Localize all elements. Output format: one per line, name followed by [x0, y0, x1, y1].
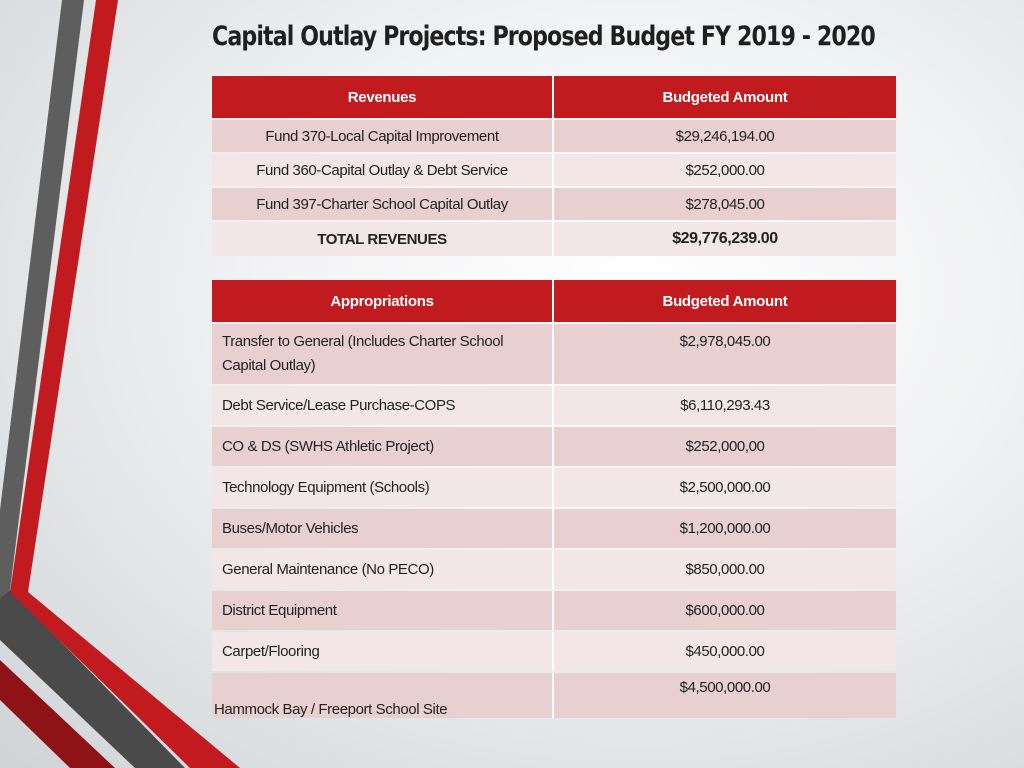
decorative-stripes	[0, 0, 240, 768]
table-row: District Equipment $600,000.00	[212, 591, 896, 630]
revenue-amount: $278,045.00	[554, 188, 896, 220]
table-row: Fund 370-Local Capital Improvement $29,2…	[212, 120, 896, 152]
dark-red-stripe-lower	[0, 660, 115, 768]
table-row: CO & DS (SWHS Athletic Project) $252,000…	[212, 427, 896, 466]
gray-stripe-lower	[0, 590, 185, 768]
revenue-amount: $29,246,194.00	[554, 120, 896, 152]
appropriations-table: Appropriations Budgeted Amount Transfer …	[212, 278, 896, 720]
gray-stripe-upper	[0, 0, 84, 598]
table-row: Fund 397-Charter School Capital Outlay $…	[212, 188, 896, 220]
appropriations-header-label: Appropriations	[212, 280, 554, 322]
appropriation-amount: $850,000.00	[554, 550, 896, 589]
revenues-table: Revenues Budgeted Amount Fund 370-Local …	[212, 74, 896, 258]
table-row: General Maintenance (No PECO) $850,000.0…	[212, 550, 896, 589]
table-row: Carpet/Flooring $450,000.00	[212, 632, 896, 671]
appropriations-header-amount: Budgeted Amount	[554, 280, 896, 322]
total-revenues-row: TOTAL REVENUES $29,776,239.00	[212, 222, 896, 256]
appropriation-label: Hammock Bay / Freeport School Site	[212, 673, 554, 718]
appropriation-amount: $600,000.00	[554, 591, 896, 630]
appropriation-label: Debt Service/Lease Purchase-COPS	[212, 386, 554, 425]
table-row: Hammock Bay / Freeport School Site $4,50…	[212, 673, 896, 718]
revenues-header-label: Revenues	[212, 76, 554, 118]
table-row: Buses/Motor Vehicles $1,200,000.00	[212, 509, 896, 548]
revenue-label: Fund 397-Charter School Capital Outlay	[212, 188, 554, 220]
appropriation-amount: $252,000,00	[554, 427, 896, 466]
appropriation-amount: $2,500,000.00	[554, 468, 896, 507]
appropriation-amount: $1,200,000.00	[554, 509, 896, 548]
table-row: Fund 360-Capital Outlay & Debt Service $…	[212, 154, 896, 186]
revenue-label: Fund 370-Local Capital Improvement	[212, 120, 554, 152]
total-revenues-amount: $29,776,239.00	[554, 222, 896, 256]
appropriation-label: CO & DS (SWHS Athletic Project)	[212, 427, 554, 466]
appropriation-label: Transfer to General (Includes Charter Sc…	[212, 324, 554, 384]
appropriations-header-row: Appropriations Budgeted Amount	[212, 280, 896, 322]
revenues-header-amount: Budgeted Amount	[554, 76, 896, 118]
revenues-header-row: Revenues Budgeted Amount	[212, 76, 896, 118]
appropriation-label: District Equipment	[212, 591, 554, 630]
appropriation-label: Buses/Motor Vehicles	[212, 509, 554, 548]
appropriation-amount: $2,978,045.00	[554, 324, 896, 384]
appropriation-amount: $450,000.00	[554, 632, 896, 671]
appropriation-amount: $6,110,293.43	[554, 386, 896, 425]
red-stripe-lower	[10, 592, 240, 768]
appropriation-label: General Maintenance (No PECO)	[212, 550, 554, 589]
red-stripe-upper	[10, 0, 118, 592]
page-title: Capital Outlay Projects: Proposed Budget…	[212, 21, 876, 52]
table-row: Technology Equipment (Schools) $2,500,00…	[212, 468, 896, 507]
appropriation-amount: $4,500,000.00	[554, 673, 896, 718]
appropriation-label: Technology Equipment (Schools)	[212, 468, 554, 507]
table-row: Debt Service/Lease Purchase-COPS $6,110,…	[212, 386, 896, 425]
table-row: Transfer to General (Includes Charter Sc…	[212, 324, 896, 384]
total-revenues-label: TOTAL REVENUES	[212, 222, 554, 256]
appropriation-label: Carpet/Flooring	[212, 632, 554, 671]
revenue-amount: $252,000.00	[554, 154, 896, 186]
revenue-label: Fund 360-Capital Outlay & Debt Service	[212, 154, 554, 186]
